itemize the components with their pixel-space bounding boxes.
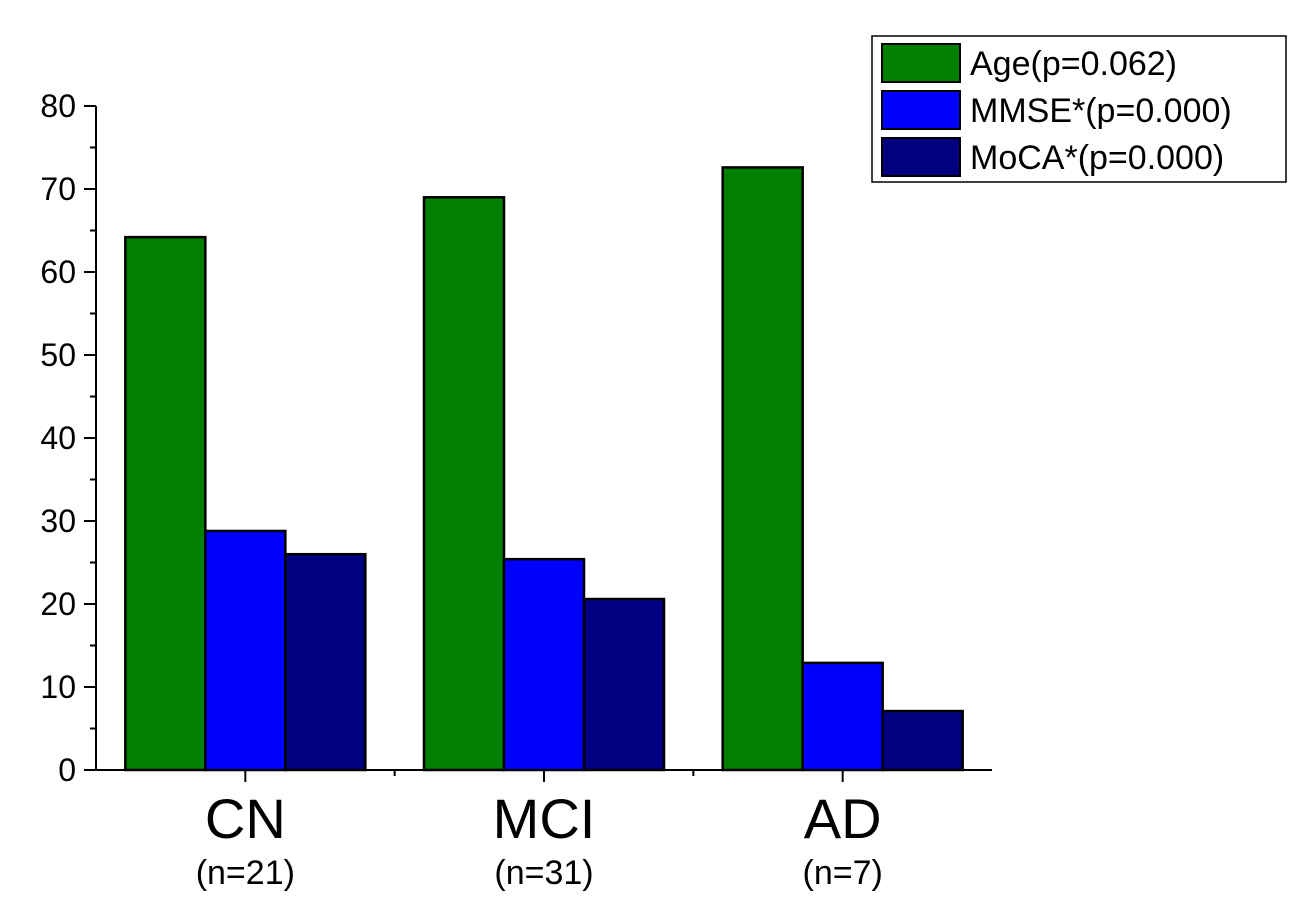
bars-group [124,166,964,772]
y-tick-label: 70 [40,171,76,207]
x-category-sublabel: (n=7) [803,854,883,892]
y-tick-label: 40 [40,420,76,456]
legend-swatch [881,137,961,177]
bar-mci-series-2 [502,557,586,772]
x-category-label: MCI [493,787,596,850]
bar-cn-series-3 [284,552,367,772]
legend-label: Age(p=0.062) [970,45,1177,83]
y-tick-label: 80 [40,88,76,124]
legend: Age(p=0.062) MMSE*(p=0.000) MoCA*(p=0.000) [871,35,1287,183]
legend-swatch [881,43,961,83]
x-category-label: CN [205,787,286,850]
bar-mci-series-3 [582,597,666,772]
y-tick-label: 60 [40,254,76,290]
x-category-label: AD [804,787,882,850]
y-tick-label: 20 [40,586,76,622]
y-tick-label: 10 [40,669,76,705]
legend-label: MoCA*(p=0.000) [970,139,1224,177]
bar-ad-series-1 [721,166,804,772]
bar-cn-series-2 [204,529,287,772]
y-tick-label: 30 [40,503,76,539]
bar-mci-series-1 [422,196,506,772]
legend-swatch [881,90,961,130]
x-labels-group: CN (n=21) MCI (n=31) AD (n=7) [196,770,883,892]
bar-ad-series-2 [801,661,884,772]
legend-label: MMSE*(p=0.000) [970,92,1232,130]
y-tick-label: 0 [58,752,76,788]
bar-ad-series-3 [881,709,964,772]
y-tick-label: 50 [40,337,76,373]
bar-cn-series-1 [124,235,207,772]
x-category-sublabel: (n=31) [494,854,593,892]
x-category-sublabel: (n=21) [196,854,295,892]
y-ticks-group: 0 10 20 30 40 50 60 70 80 [40,88,96,788]
